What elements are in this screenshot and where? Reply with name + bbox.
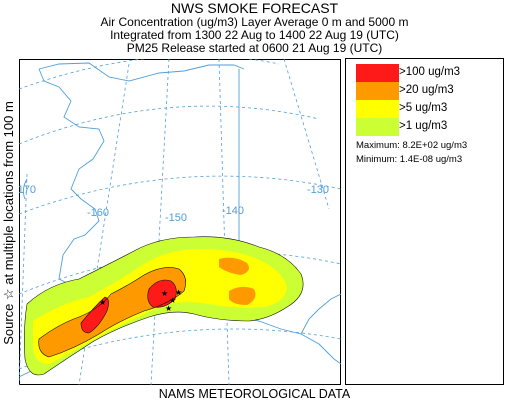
longitude-label: -130 <box>307 184 329 196</box>
source-markers: ★ ★ ★ ★ ★ <box>99 288 182 313</box>
minimum-value: Minimum: 1.4E-08 ug/m3 <box>356 154 463 165</box>
subtitle-concentration: Air Concentration (ug/m3) Layer Average … <box>100 15 409 29</box>
subtitle-integration-period: Integrated from 1300 22 Aug to 1400 22 A… <box>110 28 399 42</box>
plume-level-20-east-north <box>219 257 249 275</box>
legend-swatch-100 <box>356 64 399 82</box>
source-star-icon: ★ <box>165 304 172 313</box>
legend-swatch-1 <box>356 118 399 136</box>
plume-level-20-east-south <box>229 286 256 305</box>
longitude-label: -150 <box>165 212 187 224</box>
plume-contours <box>24 236 304 376</box>
legend-label-1: >1 ug/m3 <box>399 120 448 132</box>
data-source-footer: NAMS METEOROLOGICAL DATA <box>158 387 351 401</box>
source-location-label: Source ☆ at multiple locations from 100 … <box>1 101 16 345</box>
legend-label-5: >5 ug/m3 <box>399 102 448 114</box>
source-star-icon: ★ <box>161 289 168 298</box>
source-star-icon: ★ <box>99 298 106 307</box>
smoke-forecast-map[interactable]: ★ ★ ★ ★ ★ -170 -160 -150 -140 -130 <box>19 59 341 385</box>
subtitle-release-start: PM25 Release started at 0600 21 Aug 19 (… <box>126 41 383 55</box>
legend-swatch-20 <box>356 82 399 100</box>
map-title: NWS SMOKE FORECAST <box>170 0 339 16</box>
concentration-legend: >100 ug/m3 >20 ug/m3 >5 ug/m3 >1 ug/m3 M… <box>345 58 504 385</box>
plume-level-100-center <box>147 280 177 308</box>
longitude-label: -160 <box>87 207 109 219</box>
source-star-icon: ★ <box>175 288 182 297</box>
plume-level-100-west <box>81 297 109 333</box>
longitude-label: -170 <box>19 184 36 196</box>
legend-label-20: >20 ug/m3 <box>399 84 454 96</box>
longitude-label: -140 <box>222 205 244 217</box>
maximum-value: Maximum: 8.2E+02 ug/m3 <box>356 140 468 151</box>
legend-label-100: >100 ug/m3 <box>399 66 461 78</box>
source-star-icon: ★ <box>169 296 176 305</box>
legend-swatch-5 <box>356 100 399 118</box>
